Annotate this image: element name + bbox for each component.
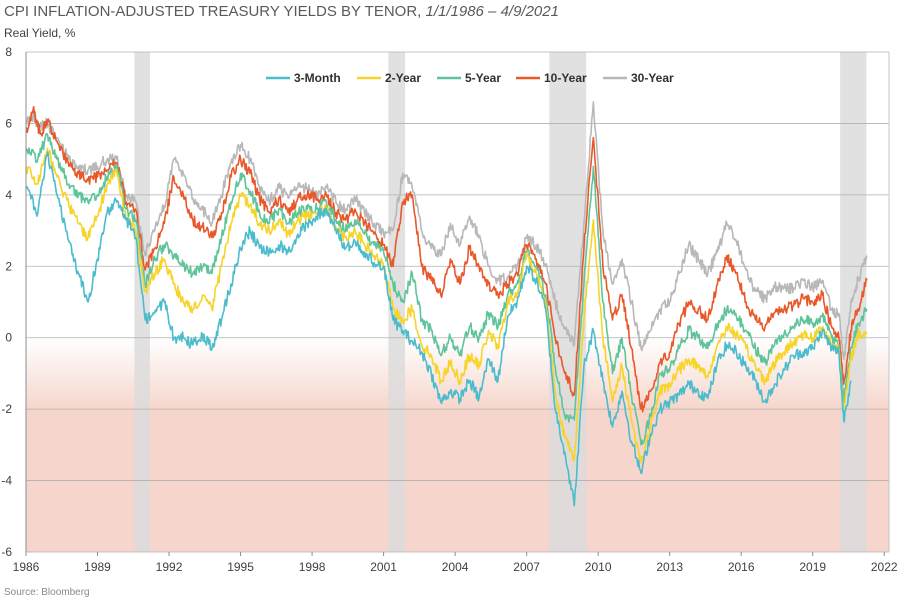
- chart-title: CPI INFLATION-ADJUSTED TREASURY YIELDS B…: [4, 3, 559, 20]
- x-tick-label: 1986: [13, 560, 40, 574]
- x-tick-label: 2010: [585, 560, 612, 574]
- x-tick-label: 2019: [799, 560, 826, 574]
- series-line-2-year: [26, 147, 868, 464]
- legend-label: 10-Year: [544, 71, 587, 85]
- x-tick-label: 1995: [227, 560, 254, 574]
- legend-label: 2-Year: [385, 71, 421, 85]
- gridlines: [26, 51, 889, 553]
- legend-label: 3-Month: [294, 71, 341, 85]
- legend-label: 30-Year: [631, 71, 674, 85]
- recession-band: [134, 52, 150, 552]
- y-tick-label: -4: [1, 474, 12, 488]
- x-tick-label: 1998: [299, 560, 326, 574]
- y-tick-label: 0: [5, 331, 12, 345]
- axes: -6 -4 -2 0 2 4 6 8 1986 1989 1992 1995 1998 2001 2004 2…: [1, 45, 898, 574]
- y-tick-label: -6: [1, 545, 12, 559]
- series-line-3-month: [26, 151, 852, 507]
- legend: 3-Month 2-Year 5-Year 10-Year 30-Year: [266, 71, 674, 85]
- recession-band: [840, 52, 867, 552]
- series-lines: [26, 101, 868, 507]
- y-axis-label: Real Yield, %: [4, 26, 76, 40]
- x-tick-label: 2022: [871, 560, 898, 574]
- legend-label: 5-Year: [465, 71, 501, 85]
- source-note: Source: Bloomberg: [4, 587, 90, 598]
- x-tick-label: 2007: [513, 560, 540, 574]
- series-line-10-year: [26, 106, 868, 413]
- title-main: CPI INFLATION-ADJUSTED TREASURY YIELDS B…: [4, 3, 422, 20]
- x-tick-label: 2001: [370, 560, 397, 574]
- y-tick-label: 4: [5, 188, 12, 202]
- y-tick-label: 2: [5, 259, 12, 273]
- series-line-5-year: [26, 133, 868, 446]
- series-line-30-year: [26, 101, 868, 360]
- y-tick-label: 6: [5, 116, 12, 130]
- y-tick-label: -2: [1, 402, 12, 416]
- x-tick-label: 2016: [728, 560, 755, 574]
- title-date-range: 1/1/1986 – 4/9/2021: [425, 3, 559, 20]
- x-tick-label: 2013: [656, 560, 683, 574]
- x-tick-label: 2004: [442, 560, 469, 574]
- y-tick-label: 8: [5, 45, 12, 59]
- x-tick-label: 1992: [156, 560, 183, 574]
- x-tick-label: 1989: [84, 560, 111, 574]
